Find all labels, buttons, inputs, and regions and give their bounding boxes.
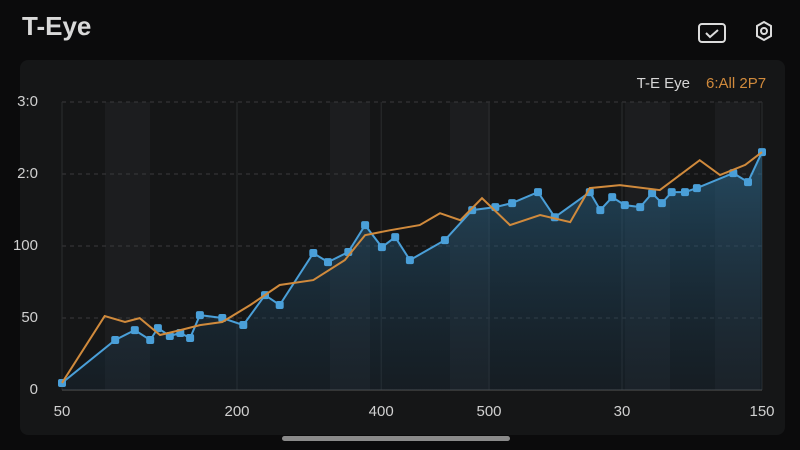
app-title: T-Eye — [22, 11, 91, 41]
settings-icon[interactable] — [756, 20, 772, 42]
x-tick-label: 50 — [54, 403, 71, 420]
data-point — [620, 201, 629, 210]
data-point — [596, 206, 605, 215]
data-point — [667, 188, 676, 197]
x-tick-label: 200 — [224, 403, 249, 420]
data-point — [508, 199, 517, 208]
data-point — [468, 206, 477, 215]
data-point — [195, 311, 204, 320]
data-point — [608, 193, 617, 202]
y-tick-label: 50 — [21, 309, 38, 326]
data-point — [153, 324, 162, 333]
data-point — [239, 321, 248, 330]
legend-entry: 6:All 2P7 — [706, 75, 766, 92]
data-point — [405, 256, 414, 265]
data-point — [324, 258, 332, 267]
data-point — [391, 233, 400, 242]
x-tick-label: 500 — [476, 403, 501, 420]
data-point — [636, 203, 645, 212]
data-point — [377, 243, 386, 252]
data-point — [744, 178, 752, 187]
area — [62, 152, 762, 390]
data-point — [111, 336, 120, 345]
data-point — [146, 336, 155, 345]
data-point — [186, 334, 195, 343]
data-point — [681, 188, 689, 197]
data-point — [130, 326, 139, 335]
data-point — [361, 221, 370, 230]
y-tick-label: 2:0 — [17, 165, 38, 182]
plot: 0 50 100 2:0 3:0 50 200 400 500 30 150 — [13, 93, 775, 420]
data-point — [275, 301, 284, 310]
x-tick-label: 150 — [749, 403, 774, 420]
home-indicator[interactable] — [282, 436, 510, 441]
data-point — [309, 249, 318, 258]
data-point — [648, 189, 657, 198]
data-point — [692, 184, 701, 193]
x-tick-label: 400 — [369, 403, 394, 420]
legend-entry: T-E Eye — [637, 75, 690, 92]
display-icon[interactable] — [698, 23, 726, 43]
data-point — [440, 236, 449, 245]
y-tick-label: 0 — [30, 381, 38, 398]
data-point — [657, 199, 666, 208]
series-line — [61, 151, 763, 384]
data-point — [534, 188, 542, 197]
y-tick-label: 100 — [13, 237, 38, 254]
x-tick-label: 30 — [614, 403, 631, 420]
legend: T-E Eye 6:All 2P7 — [637, 75, 766, 92]
y-tick-label: 3:0 — [17, 93, 38, 110]
